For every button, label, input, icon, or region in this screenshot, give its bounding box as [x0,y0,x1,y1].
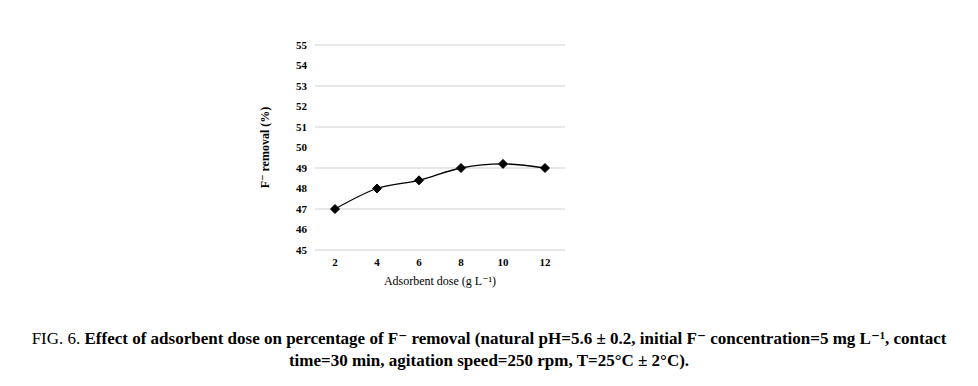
svg-text:6: 6 [416,256,422,268]
svg-text:Adsorbent dose (g L⁻¹): Adsorbent dose (g L⁻¹) [384,274,496,288]
svg-text:50: 50 [296,141,308,153]
svg-text:54: 54 [296,59,308,71]
svg-text:46: 46 [296,223,308,235]
svg-text:4: 4 [374,256,380,268]
svg-text:49: 49 [296,162,308,174]
svg-text:8: 8 [458,256,464,268]
svg-text:48: 48 [296,182,308,194]
svg-text:10: 10 [498,256,510,268]
svg-text:12: 12 [540,256,552,268]
svg-text:51: 51 [296,121,307,133]
svg-text:2: 2 [332,256,338,268]
svg-text:F⁻ removal (%): F⁻ removal (%) [258,107,272,188]
svg-text:47: 47 [296,203,308,215]
svg-text:45: 45 [296,244,308,256]
svg-text:53: 53 [296,80,308,92]
svg-text:55: 55 [296,39,308,51]
html-text:FIG. 6. Effect of adsorbent do: FIG. 6. Effect of adsorbent dose on perc… [31,329,947,370]
svg-text:52: 52 [296,100,308,112]
